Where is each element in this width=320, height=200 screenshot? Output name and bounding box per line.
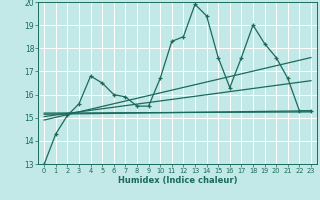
X-axis label: Humidex (Indice chaleur): Humidex (Indice chaleur): [118, 176, 237, 185]
